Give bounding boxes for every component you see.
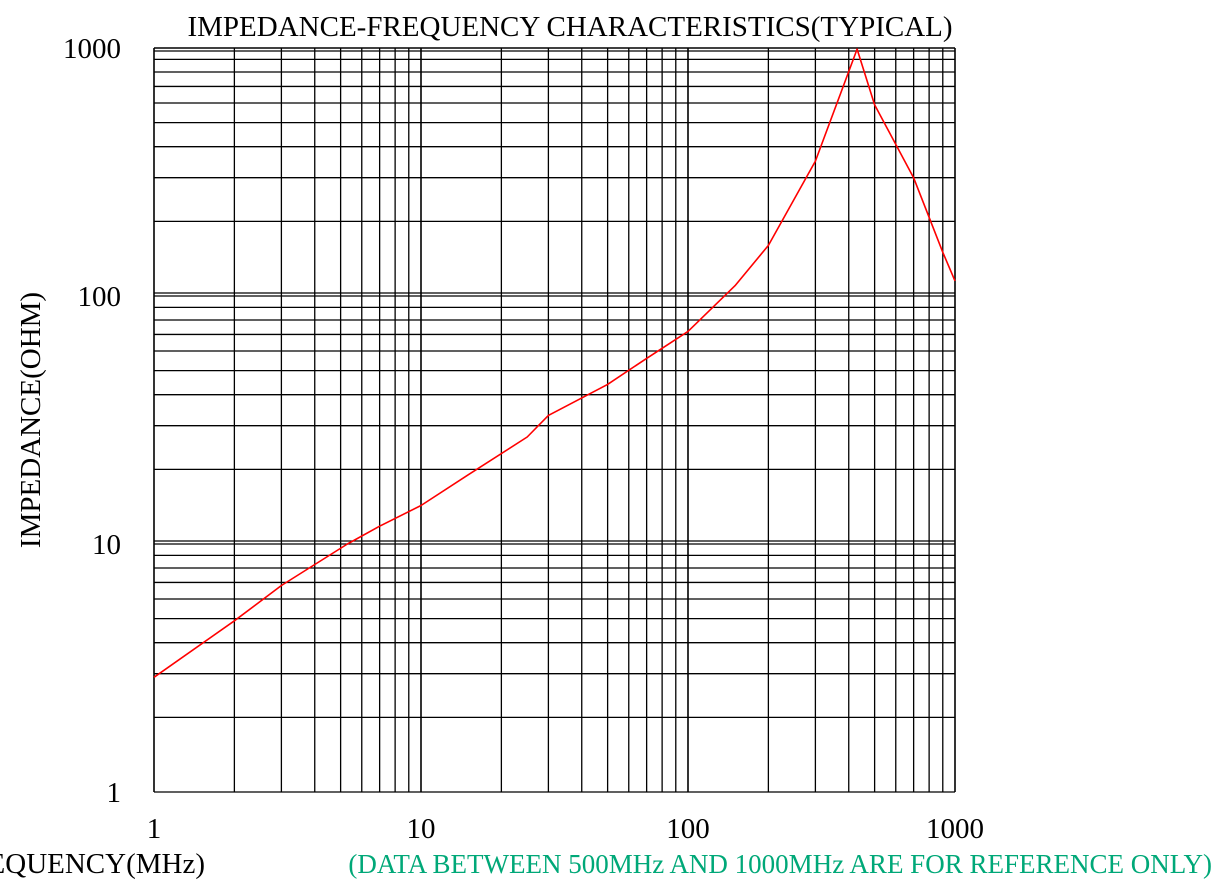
x-tick-label: 1 (147, 813, 162, 845)
impedance-series-line (153, 48, 956, 678)
series-layer (153, 48, 956, 678)
y-tick-label: 100 (78, 281, 122, 313)
y-axis-label: IMPEDANCE(OHM) (15, 292, 47, 548)
grid (153, 47, 956, 793)
y-tick-label: 1000 (63, 33, 121, 65)
y-tick-label: 10 (92, 529, 121, 561)
x-tick-label: 10 (407, 813, 436, 845)
x-tick-label: 100 (666, 813, 710, 845)
chart-title: IMPEDANCE-FREQUENCY CHARACTERISTICS(TYPI… (187, 11, 952, 43)
x-tick-label: 1000 (926, 813, 984, 845)
tick-labels: 1 10 100 1000 1 10 100 1000 (63, 33, 984, 845)
reference-note: (DATA BETWEEN 500MHz AND 1000MHz ARE FOR… (348, 849, 1212, 879)
x-axis-label: FREQUENCY(MHz) (0, 848, 205, 880)
y-tick-label: 1 (107, 777, 122, 809)
